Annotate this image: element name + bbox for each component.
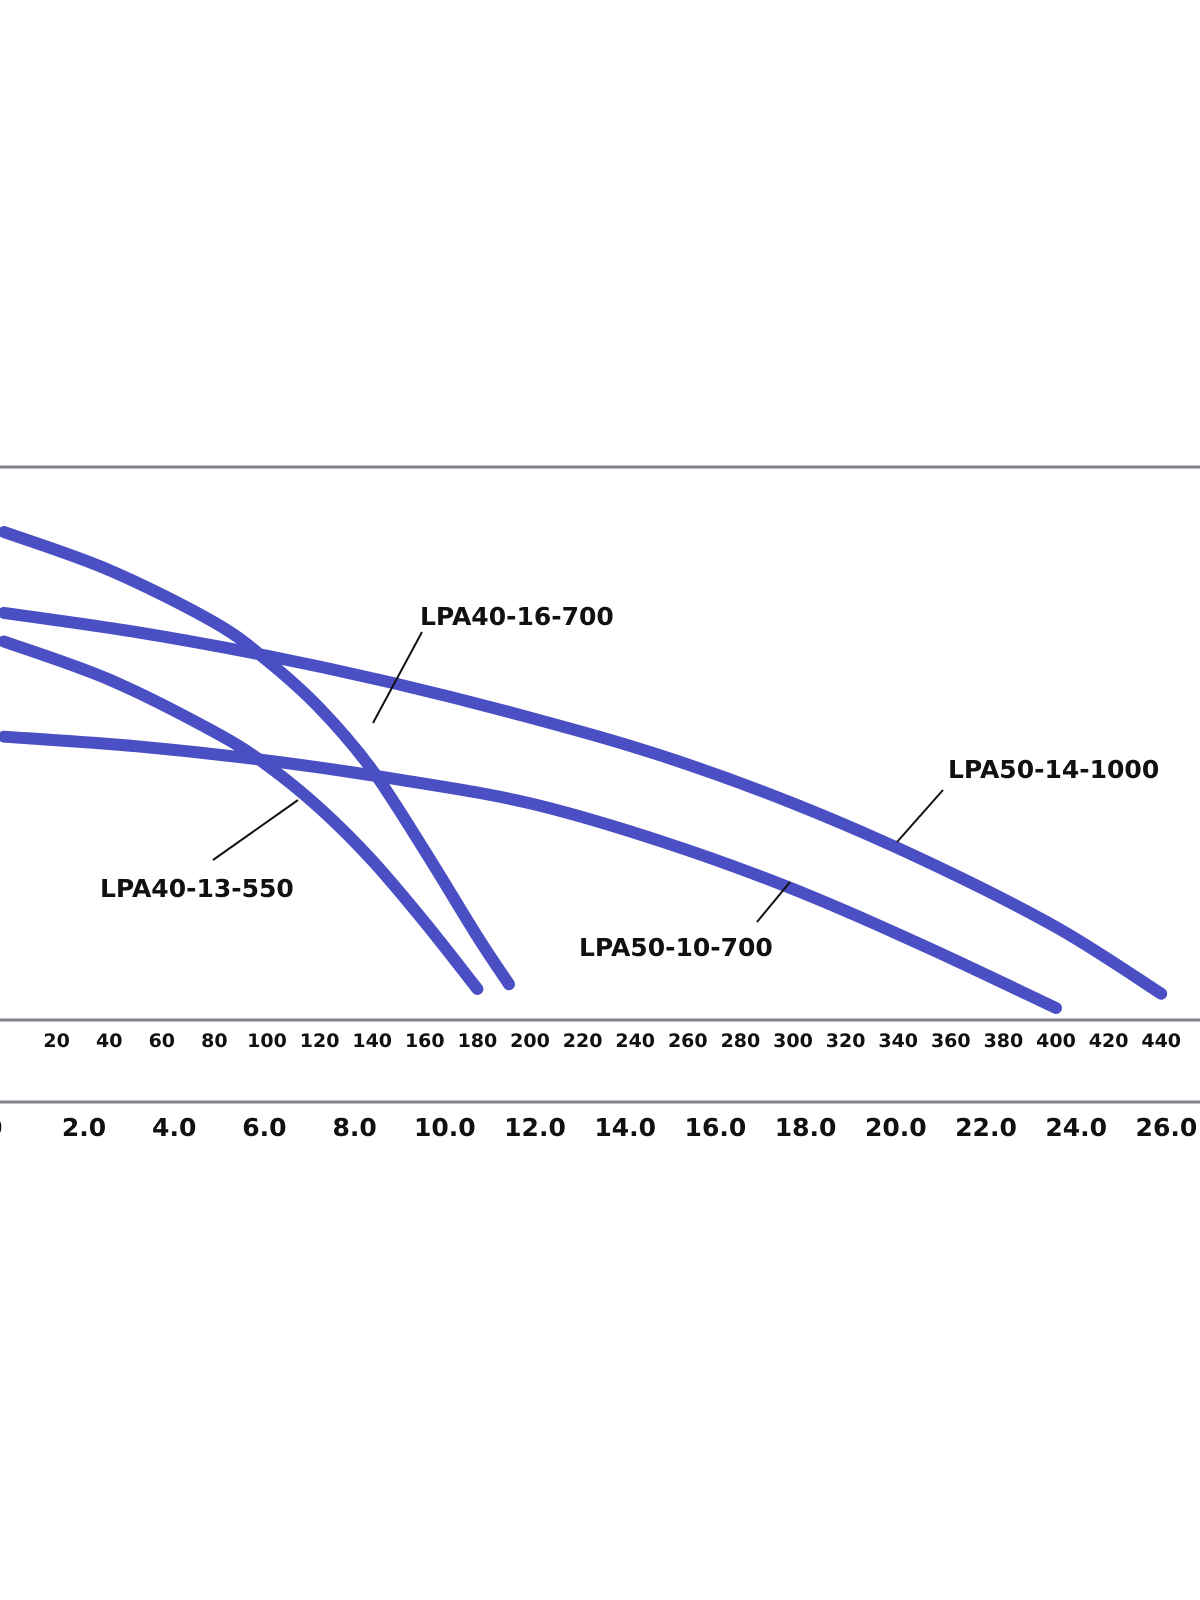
x-top-tick-label: 200 — [510, 1030, 550, 1052]
x-top-tick-label: 260 — [668, 1030, 708, 1052]
label-lpa50-14-1000: LPA50-14-1000 — [948, 755, 1159, 784]
x-bottom-tick-label: 20.0 — [865, 1113, 927, 1142]
label-lpa50-10-700: LPA50-10-700 — [579, 933, 773, 962]
x-bottom-tick-label: 18.0 — [775, 1113, 837, 1142]
x-top-tick-label: 20 — [43, 1030, 69, 1052]
x-top-tick-label: 40 — [96, 1030, 122, 1052]
x-top-tick-label: 160 — [405, 1030, 445, 1052]
curve-labels: LPA40-16-700 LPA40-13-550 LPA50-14-1000 LPA… — [100, 602, 1159, 962]
x-top-tick-label: 220 — [563, 1030, 603, 1052]
label-lpa40-16-700: LPA40-16-700 — [420, 602, 614, 631]
x-top-tick-label: 280 — [721, 1030, 761, 1052]
x-bottom-tick-label: 16.0 — [685, 1113, 747, 1142]
x-top-tick-label: 400 — [1036, 1030, 1076, 1052]
x-bottom-tick-label: 12.0 — [504, 1113, 566, 1142]
chart-frame — [0, 465, 1200, 1104]
curves-group — [0, 526, 1168, 1014]
x-top-tick-label: 420 — [1089, 1030, 1129, 1052]
x-bottom-tick-label: 10.0 — [414, 1113, 476, 1142]
x-top-tick-label: 140 — [352, 1030, 392, 1052]
x-top-tick-label: 320 — [826, 1030, 866, 1052]
leader-lpa50-14-1000 — [896, 789, 944, 843]
x-bottom-tick-label: 24.0 — [1045, 1113, 1107, 1142]
curve-lpa40-16-700 — [0, 526, 515, 991]
leader-lpa50-10-700 — [756, 881, 791, 923]
x-top-tick-label: 80 — [201, 1030, 227, 1052]
x-top-tick-label: 240 — [615, 1030, 655, 1052]
x-top-tick-label: 60 — [149, 1030, 175, 1052]
x-top-tick-label: 360 — [931, 1030, 971, 1052]
curve-lpa50-10-700 — [0, 730, 1062, 1014]
x-bottom-tick-label: 4.0 — [152, 1113, 196, 1142]
x-axis-bottom-ticks: 0 2.0 4.0 6.0 8.0 10.0 12.0 14.0 16.0 18.0 20.0 22.… — [0, 1113, 1197, 1142]
label-leaders — [212, 631, 944, 923]
label-lpa40-13-550: LPA40-13-550 — [100, 874, 294, 903]
curve-lpa40-13-550 — [0, 635, 484, 995]
x-top-tick-label: 300 — [773, 1030, 813, 1052]
x-top-tick-label: 120 — [300, 1030, 340, 1052]
x-bottom-tick-label: 22.0 — [955, 1113, 1017, 1142]
x-bottom-tick-label: 26.0 — [1136, 1113, 1198, 1142]
leader-lpa40-16-700 — [372, 631, 423, 724]
x-top-tick-label: 100 — [247, 1030, 287, 1052]
x-bottom-tick-label: 0 — [0, 1113, 3, 1142]
curve-lpa50-14-1000 — [0, 606, 1168, 1000]
x-top-tick-label: 340 — [878, 1030, 918, 1052]
x-bottom-tick-label: 6.0 — [242, 1113, 286, 1142]
x-bottom-tick-label: 8.0 — [332, 1113, 376, 1142]
x-top-tick-label: 380 — [984, 1030, 1024, 1052]
x-axis-top-ticks: 20 40 60 80 100 120 140 160 180 200 220 240 260 280 30… — [43, 1030, 1181, 1052]
x-top-tick-label: 180 — [458, 1030, 498, 1052]
leader-lpa40-13-550 — [212, 799, 299, 861]
x-bottom-tick-label: 2.0 — [62, 1113, 106, 1142]
x-bottom-tick-label: 14.0 — [594, 1113, 656, 1142]
x-top-tick-label: 440 — [1141, 1030, 1181, 1052]
